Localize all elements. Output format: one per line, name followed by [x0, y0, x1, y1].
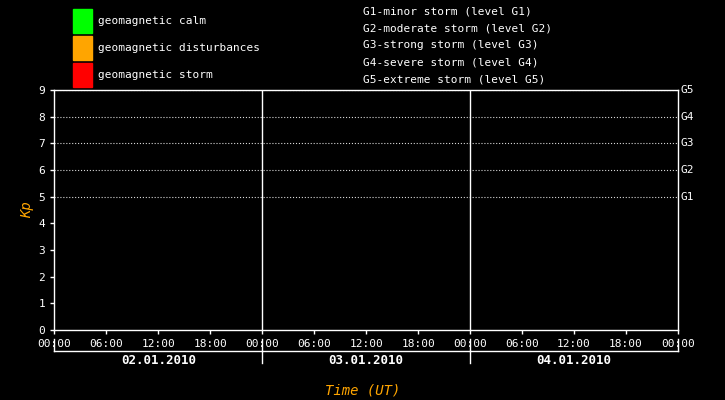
Text: G4: G4	[681, 112, 695, 122]
Text: 02.01.2010: 02.01.2010	[121, 354, 196, 367]
Text: 04.01.2010: 04.01.2010	[536, 354, 611, 367]
Y-axis label: Kp: Kp	[20, 202, 34, 218]
Bar	[73, 9, 92, 33]
Bar	[73, 63, 92, 87]
Text: G5-extreme storm (level G5): G5-extreme storm (level G5)	[363, 74, 545, 84]
Text: G2: G2	[681, 165, 695, 175]
Text: G3: G3	[681, 138, 695, 148]
Text: Time (UT): Time (UT)	[325, 384, 400, 398]
Text: geomagnetic calm: geomagnetic calm	[98, 16, 206, 26]
Text: G2-moderate storm (level G2): G2-moderate storm (level G2)	[363, 24, 552, 34]
Text: G4-severe storm (level G4): G4-severe storm (level G4)	[363, 57, 539, 67]
Text: G1-minor storm (level G1): G1-minor storm (level G1)	[363, 7, 531, 17]
Text: 03.01.2010: 03.01.2010	[328, 354, 404, 367]
Bar	[73, 36, 92, 60]
Text: G1: G1	[681, 192, 695, 202]
Text: geomagnetic storm: geomagnetic storm	[98, 70, 212, 80]
Text: geomagnetic disturbances: geomagnetic disturbances	[98, 43, 260, 53]
Text: G5: G5	[681, 85, 695, 95]
Text: G3-strong storm (level G3): G3-strong storm (level G3)	[363, 40, 539, 50]
